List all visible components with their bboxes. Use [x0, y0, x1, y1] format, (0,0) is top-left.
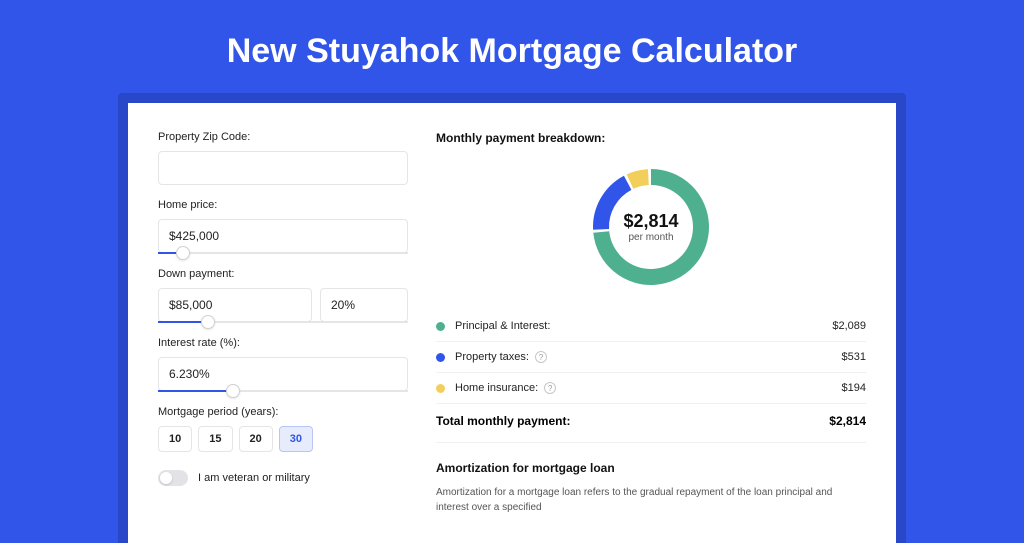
interest-input[interactable] — [158, 357, 408, 391]
home-price-field: Home price: — [158, 199, 408, 254]
interest-slider-thumb[interactable] — [226, 384, 240, 398]
donut-center: $2,814 per month — [587, 163, 715, 291]
legend-label: Home insurance: — [455, 382, 538, 394]
amortization-text: Amortization for a mortgage loan refers … — [436, 485, 866, 515]
home-price-input[interactable] — [158, 219, 408, 253]
amortization-title: Amortization for mortgage loan — [436, 461, 866, 475]
veteran-row: I am veteran or military — [158, 470, 408, 486]
legend-label: Property taxes: — [455, 351, 529, 363]
donut-sub: per month — [628, 232, 673, 243]
card-backdrop: Property Zip Code: Home price: Down paym… — [118, 93, 906, 543]
total-value: $2,814 — [829, 414, 866, 428]
form-column: Property Zip Code: Home price: Down paym… — [158, 131, 408, 515]
legend-value: $531 — [842, 351, 866, 363]
veteran-toggle-knob — [160, 472, 172, 484]
legend-label: Principal & Interest: — [455, 320, 550, 332]
legend-dot — [436, 384, 445, 393]
legend-value: $2,089 — [832, 320, 866, 332]
period-button-30[interactable]: 30 — [279, 426, 313, 452]
period-button-15[interactable]: 15 — [198, 426, 232, 452]
total-row: Total monthly payment: $2,814 — [436, 404, 866, 443]
veteran-toggle[interactable] — [158, 470, 188, 486]
total-label: Total monthly payment: — [436, 414, 570, 428]
interest-slider[interactable] — [158, 390, 408, 392]
legend: Principal & Interest: $2,089 Property taxe… — [436, 311, 866, 404]
down-payment-input[interactable] — [158, 288, 312, 322]
interest-slider-fill — [158, 390, 233, 392]
down-payment-field: Down payment: — [158, 268, 408, 323]
down-payment-slider-thumb[interactable] — [201, 315, 215, 329]
period-field: Mortgage period (years): 1015 2030 — [158, 406, 408, 452]
veteran-label: I am veteran or military — [198, 472, 310, 484]
donut-chart: $2,814 per month — [587, 163, 715, 291]
interest-label: Interest rate (%): — [158, 337, 408, 349]
legend-value: $194 — [842, 382, 866, 394]
breakdown-title: Monthly payment breakdown: — [436, 131, 866, 145]
legend-row: Home insurance:? $194 — [436, 373, 866, 404]
home-price-slider[interactable] — [158, 252, 408, 254]
down-payment-slider[interactable] — [158, 321, 408, 323]
period-label: Mortgage period (years): — [158, 406, 408, 418]
home-price-label: Home price: — [158, 199, 408, 211]
calculator-card: Property Zip Code: Home price: Down paym… — [128, 103, 896, 543]
home-price-slider-thumb[interactable] — [176, 246, 190, 260]
zip-label: Property Zip Code: — [158, 131, 408, 143]
info-icon[interactable]: ? — [544, 382, 556, 394]
zip-field: Property Zip Code: — [158, 131, 408, 185]
legend-row: Principal & Interest: $2,089 — [436, 311, 866, 342]
down-payment-label: Down payment: — [158, 268, 408, 280]
period-buttons: 1015 2030 — [158, 426, 408, 452]
zip-input[interactable] — [158, 151, 408, 185]
page-title: New Stuyahok Mortgage Calculator — [0, 0, 1024, 93]
info-icon[interactable]: ? — [535, 351, 547, 363]
interest-field: Interest rate (%): — [158, 337, 408, 392]
down-payment-pct-input[interactable] — [320, 288, 408, 322]
legend-dot — [436, 353, 445, 362]
donut-wrap: $2,814 per month — [436, 163, 866, 291]
period-button-10[interactable]: 10 — [158, 426, 192, 452]
breakdown-column: Monthly payment breakdown: $2,814 per mo… — [436, 131, 866, 515]
legend-dot — [436, 322, 445, 331]
legend-row: Property taxes:? $531 — [436, 342, 866, 373]
donut-amount: $2,814 — [623, 211, 678, 232]
period-button-20[interactable]: 20 — [239, 426, 273, 452]
